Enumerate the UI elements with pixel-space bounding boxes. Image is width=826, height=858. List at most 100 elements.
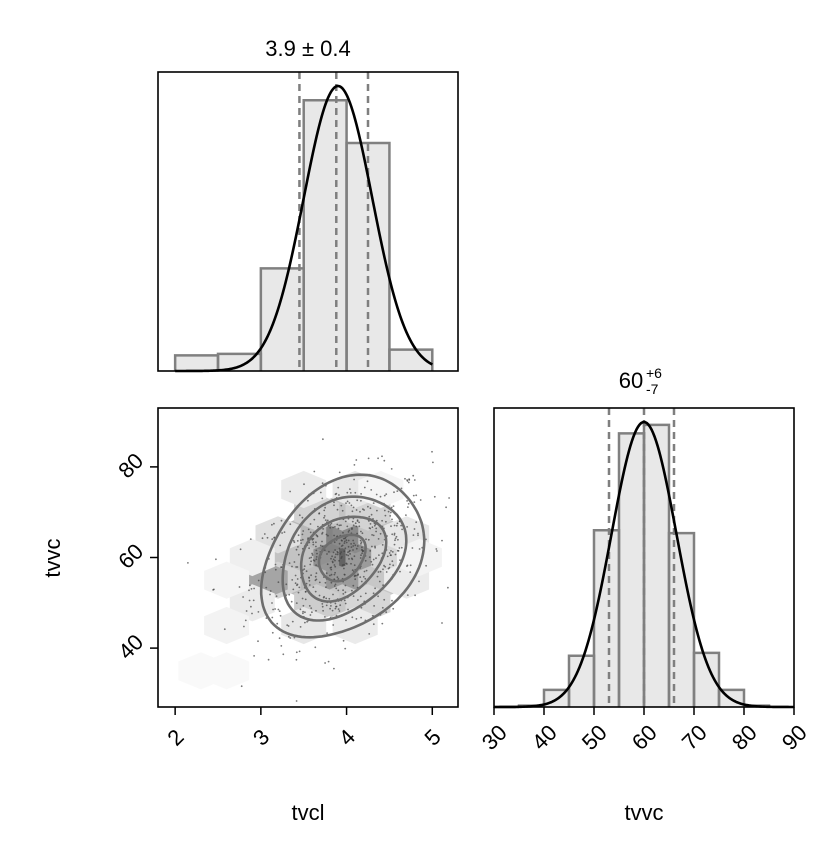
scatter-point-484 — [400, 487, 403, 490]
scatter-point-471 — [304, 621, 306, 624]
scatter-point-539 — [310, 556, 313, 559]
scatter-point-122 — [239, 548, 242, 551]
scatter-point-33 — [367, 538, 370, 541]
scatter-point-36 — [253, 587, 256, 590]
scatter-point-344 — [321, 603, 324, 605]
scatter-point-272 — [400, 546, 403, 549]
scatter-point-402 — [372, 502, 375, 504]
scatter-point-292 — [333, 504, 335, 507]
scatter-point-65 — [346, 491, 349, 494]
scatter-point-573 — [364, 577, 367, 580]
scatter-point-465 — [215, 558, 217, 561]
scatter-point-3 — [352, 549, 354, 551]
scatter-point-199 — [315, 541, 317, 544]
scatter-point-501 — [356, 499, 359, 502]
scatter-point-648 — [278, 637, 281, 640]
scatter-point-409 — [361, 532, 364, 535]
scatter-point-491 — [325, 533, 328, 536]
scatter-point-189 — [295, 658, 298, 661]
scatter-point-677 — [257, 579, 260, 582]
scatter-point-332 — [276, 622, 279, 625]
tvvc-x-tick-label-90: 90 — [777, 720, 812, 755]
scatter-point-474 — [338, 610, 341, 612]
scatter-point-257 — [252, 599, 255, 602]
scatter-point-247 — [342, 593, 345, 595]
scatter-point-361 — [315, 545, 317, 548]
scatter-point-461 — [293, 636, 296, 639]
scatter-point-571 — [431, 450, 433, 453]
scatter-point-88 — [407, 502, 410, 505]
scatter-point-179 — [361, 552, 363, 555]
scatter-point-102 — [399, 570, 401, 573]
scatter-point-437 — [375, 493, 378, 496]
tvvc-title-plus: +6 — [646, 365, 662, 381]
scatter-point-664 — [407, 506, 409, 508]
scatter-point-649 — [411, 547, 414, 549]
scatter-point-381 — [335, 553, 337, 556]
scatter-point-219 — [251, 612, 253, 615]
scatter-point-404 — [280, 519, 283, 522]
scatter-point-213 — [340, 524, 342, 527]
scatter-point-165 — [340, 551, 342, 553]
scatter-point-138 — [375, 527, 378, 530]
scatter-point-21 — [326, 632, 328, 634]
scatter-point-338 — [373, 524, 376, 527]
scatter-point-291 — [277, 581, 280, 584]
hexbin-cell-33 — [204, 652, 250, 690]
scatter-point-655 — [286, 624, 289, 626]
scatter-point-546 — [304, 611, 306, 614]
scatter-point-630 — [330, 522, 333, 525]
scatter-point-151 — [333, 564, 336, 566]
scatter-point-612 — [329, 526, 332, 529]
scatter-point-134 — [374, 587, 376, 590]
scatter-point-385 — [388, 566, 391, 569]
scatter-point-317 — [289, 523, 292, 526]
scatter-point-645 — [356, 520, 359, 522]
scatter-point-496 — [310, 607, 313, 609]
scatter-point-395 — [312, 537, 315, 540]
scatter-point-217 — [376, 575, 379, 578]
scatter-point-425 — [391, 551, 394, 553]
scatter-point-207 — [274, 608, 276, 610]
scatter-point-283 — [342, 639, 345, 642]
scatter-point-448 — [350, 504, 353, 507]
scatter-point-623 — [417, 532, 419, 535]
scatter-point-614 — [418, 548, 421, 550]
scatter-point-399 — [319, 491, 322, 494]
tvvc-y-ticks: 40 60 80 — [113, 448, 158, 664]
scatter-point-230 — [332, 593, 334, 596]
scatter-point-149 — [350, 546, 353, 548]
scatter-point-464 — [393, 534, 396, 536]
scatter-point-611 — [329, 567, 332, 569]
scatter-point-246 — [302, 604, 305, 607]
scatter-point-589 — [360, 530, 362, 533]
scatter-point-633 — [359, 576, 362, 578]
scatter-point-89 — [338, 494, 340, 496]
scatter-point-596 — [425, 564, 427, 567]
scatter-point-200 — [338, 471, 341, 474]
scatter-point-619 — [352, 545, 355, 547]
scatter-point-186 — [418, 580, 420, 583]
scatter-point-221 — [414, 594, 416, 597]
scatter-point-286 — [412, 534, 415, 536]
scatter-point-400 — [299, 626, 302, 628]
scatter-point-693 — [394, 539, 396, 542]
scatter-point-405 — [344, 584, 347, 587]
scatter-point-351 — [316, 552, 318, 555]
scatter-point-254 — [321, 497, 324, 500]
scatter-point-255 — [333, 501, 335, 504]
scatter-point-576 — [364, 592, 367, 595]
scatter-point-17 — [312, 541, 315, 544]
scatter-point-206 — [334, 559, 336, 562]
scatter-point-509 — [405, 514, 407, 516]
scatter-point-158 — [278, 610, 281, 612]
scatter-point-92 — [321, 545, 324, 548]
scatter-point-270 — [339, 604, 342, 607]
scatter-point-328 — [324, 506, 326, 509]
contour-level-0 — [317, 533, 367, 583]
scatter-point-176 — [347, 531, 350, 533]
scatter-point-9 — [331, 555, 333, 558]
scatter-point-369 — [384, 565, 387, 568]
scatter-point-113 — [425, 538, 427, 541]
scatter-point-80 — [343, 540, 346, 543]
